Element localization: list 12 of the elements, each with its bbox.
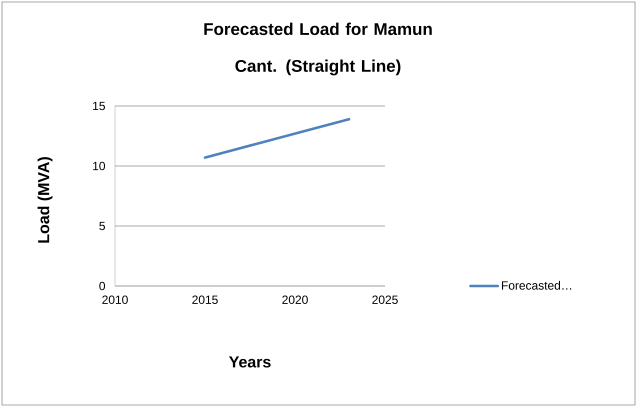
y-tick-label: 10 bbox=[93, 162, 106, 170]
x-tick-label: 2025 bbox=[372, 296, 398, 304]
y-axis-title: Load (MVA) bbox=[38, 157, 52, 243]
x-axis-title: Years bbox=[228, 356, 271, 368]
x-tick-label: 2015 bbox=[192, 296, 218, 304]
y-tick-label: 15 bbox=[93, 102, 105, 110]
legend-label: Forecasted… bbox=[502, 280, 572, 290]
chart-title: Forecasted Load for Mamun Cant. (Straight Line) bbox=[204, 22, 432, 76]
x-tick-label: 2020 bbox=[282, 296, 308, 304]
y-tick-label: 5 bbox=[99, 222, 105, 230]
x-tick-label: 2010 bbox=[102, 296, 128, 304]
y-tick-label: 0 bbox=[99, 282, 106, 290]
